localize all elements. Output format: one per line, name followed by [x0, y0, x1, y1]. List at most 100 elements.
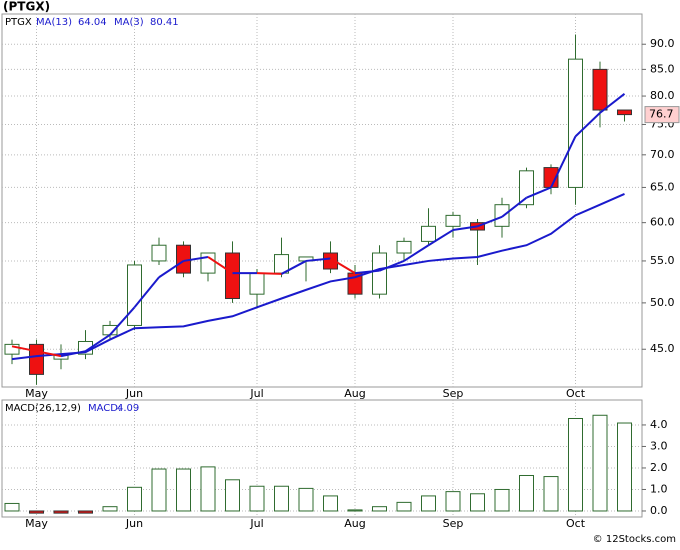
bar [396, 501, 412, 512]
bar [78, 510, 93, 514]
ma-segment [329, 257, 356, 274]
bar [53, 510, 69, 514]
ma-segment [501, 196, 528, 218]
candle-body [4, 343, 20, 355]
ma-segment [403, 244, 430, 262]
x-tick-label: Jul [249, 387, 263, 400]
ma-segment [84, 333, 111, 353]
ma-segment [207, 256, 234, 274]
legend-label: MA(3) [114, 17, 144, 28]
ma-segment [574, 112, 601, 138]
bar [200, 466, 216, 512]
x-tick-label: Sep [443, 387, 464, 400]
bar [543, 476, 559, 512]
price-panel [1, 13, 643, 388]
candle-body [249, 272, 265, 295]
bar [274, 485, 289, 512]
footer: © 12Stocks.com [593, 534, 676, 545]
y-tick-label: 3.0 [650, 439, 668, 452]
y-tick-label: 55.0 [650, 254, 675, 267]
candle-body [421, 225, 436, 242]
bar [421, 495, 436, 512]
ma-segment [599, 93, 626, 114]
bar [298, 487, 314, 512]
bar [176, 468, 191, 512]
x-tick-label: Aug [344, 517, 365, 530]
x-tick-label: May [25, 387, 48, 400]
y-tick-label: 1.0 [650, 482, 668, 495]
ma-segment [11, 345, 37, 353]
bar [372, 506, 387, 512]
x-tick-label: Aug [344, 387, 365, 400]
legend-value: 64.04 [78, 17, 107, 28]
bar [127, 486, 142, 512]
x-tick-label: Sep [443, 517, 464, 530]
macd-panel [1, 399, 643, 518]
y-tick-label: 50.0 [650, 296, 675, 309]
x-tick-label: Oct [566, 517, 586, 530]
bar [347, 509, 363, 512]
bar [592, 414, 608, 512]
y-tick-label: 70.0 [650, 148, 675, 161]
legend-value: 80.41 [150, 17, 179, 28]
ma-segment [526, 186, 552, 199]
candle-body [200, 252, 216, 274]
ma-segment [158, 260, 185, 279]
candle-body [127, 264, 142, 326]
y-tick-label: 0.0 [650, 504, 668, 517]
candle-body [494, 204, 510, 227]
bar [249, 485, 265, 512]
bar [225, 479, 240, 512]
candle-body [519, 170, 534, 206]
ma-segment [281, 260, 307, 275]
candle-body [617, 109, 632, 116]
ticker: PTGX [5, 17, 32, 28]
last-price: 76.7 [649, 108, 674, 121]
macd-value: 4.09 [117, 403, 139, 414]
bar [445, 491, 461, 512]
ma-segment [452, 225, 478, 232]
last-price-box [644, 106, 680, 124]
candle-body [29, 343, 44, 375]
y-tick-label: 4.0 [650, 418, 668, 431]
bar [470, 493, 485, 512]
x-tick-label: Oct [566, 387, 586, 400]
ma-segment [550, 135, 577, 188]
bar [4, 502, 20, 512]
ma-segment [183, 255, 209, 262]
ma-segment [379, 260, 405, 272]
y-tick-label: 2.0 [650, 461, 668, 474]
y-tick-label: 90.0 [650, 37, 675, 50]
bar [519, 474, 534, 512]
candle-body [396, 240, 412, 254]
y-tick-label: 65.0 [650, 180, 675, 193]
macd-label: MACD: [88, 403, 121, 414]
ma-segment [354, 269, 380, 275]
bar [568, 417, 583, 512]
ma-segment [60, 350, 86, 358]
ma-segment [109, 306, 136, 336]
ma-segment [36, 350, 62, 358]
chart-title: (PTGX) [3, 0, 50, 14]
bar [29, 510, 44, 514]
candle-body [445, 214, 461, 227]
x-tick-label: May [25, 517, 48, 530]
ma-segment [256, 272, 282, 275]
x-tick-label: Jul [249, 517, 263, 530]
ma-segment [427, 229, 454, 247]
macd-name: MACD(26,12,9) [5, 403, 81, 414]
x-tick-label: Jun [125, 387, 143, 400]
y-tick-label: 85.0 [650, 62, 675, 75]
bar [102, 506, 118, 512]
ma-segment [305, 257, 331, 262]
y-tick-label: 60.0 [650, 216, 675, 229]
candle-body [568, 58, 583, 188]
candle-body [592, 68, 608, 111]
candle-body [225, 252, 240, 300]
legend-label: MA(13) [36, 17, 72, 28]
ma-line [11, 193, 625, 361]
candle-body [372, 252, 387, 295]
candle-body [323, 252, 338, 270]
ma-segment [133, 276, 160, 308]
